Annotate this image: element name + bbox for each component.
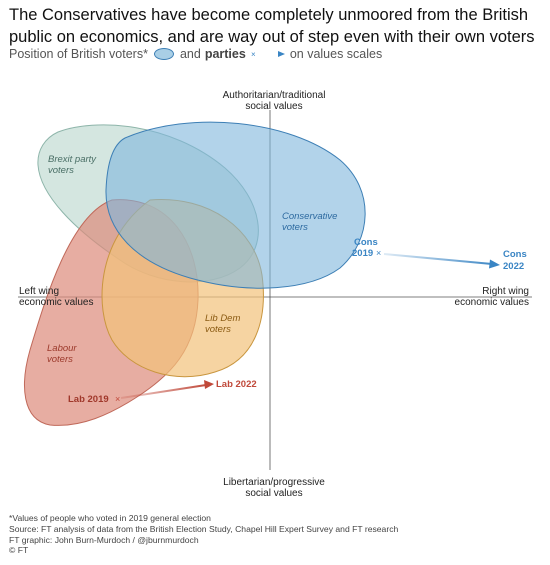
cons-2019-label-line2: 2019 xyxy=(352,248,373,259)
chart-title: The Conservatives have become completely… xyxy=(9,6,535,46)
subtitle-scales-text: on values scales xyxy=(289,47,383,61)
subtitle-and-text: and xyxy=(179,47,201,61)
lab-2022-label: Lab 2022 xyxy=(216,379,257,390)
brexit-party-voters-label-line1: Brexit party xyxy=(48,154,97,165)
lib-dem-voters-label-line2: voters xyxy=(205,324,231,335)
bottom-axis-label-line1: Libertarian/progressive xyxy=(223,477,325,488)
lab-movement-arrow-line xyxy=(120,384,207,399)
lab-2019-label: Lab 2019 xyxy=(68,394,109,405)
cons-2019-label-line1: Cons xyxy=(354,237,378,248)
left-axis-label-line1: Left wing xyxy=(19,286,59,297)
cons-2022-label-line1: Cons xyxy=(503,249,527,260)
lab-2022-arrowhead xyxy=(204,380,214,389)
footer-note: *Values of people who voted in 2019 gene… xyxy=(9,513,211,523)
cons-2019-marker: × xyxy=(376,248,381,258)
cons-2022-arrowhead xyxy=(489,259,500,269)
chart-subtitle: Position of British voters* and parties … xyxy=(9,47,382,61)
top-axis-label-line2: social values xyxy=(245,101,302,112)
cons-movement-arrow-line xyxy=(383,253,493,265)
svg-text:×: × xyxy=(251,50,256,59)
cons-2022-label-line2: 2022 xyxy=(503,261,524,272)
footer-credit: FT graphic: John Burn-Murdoch / @jburnmu… xyxy=(9,534,199,545)
right-axis-label-line1: Right wing xyxy=(482,286,529,297)
footer-source: Source: FT analysis of data from the Bri… xyxy=(9,523,399,534)
bottom-axis-label-line2: social values xyxy=(245,488,302,499)
lib-dem-voters-label-line1: Lib Dem xyxy=(205,313,240,324)
footer-copyright: © FT xyxy=(9,545,29,556)
labour-voters-label-line1: Labour xyxy=(47,343,77,354)
conservative-voters-ellipse xyxy=(105,121,366,289)
chart-footer: *Values of people who voted in 2019 gene… xyxy=(9,513,545,556)
subtitle-parties-text: parties xyxy=(204,47,246,61)
subtitle-voters-text: Position of British voters* xyxy=(9,47,148,61)
voters-ellipse-legend-icon xyxy=(153,48,174,60)
party-arrow-legend-icon: × xyxy=(251,50,285,59)
right-axis-label-line2: economic values xyxy=(455,297,529,308)
brexit-party-voters-label-line2: voters xyxy=(48,165,74,176)
left-axis-label-line2: economic values xyxy=(19,297,93,308)
conservative-voters-label-line2: voters xyxy=(282,222,308,233)
top-axis-label-line1: Authoritarian/traditional xyxy=(223,90,326,101)
lab-2019-marker: × xyxy=(115,394,120,404)
labour-voters-label-line2: voters xyxy=(47,354,73,365)
conservative-voters-label-line1: Conservative xyxy=(282,211,337,222)
